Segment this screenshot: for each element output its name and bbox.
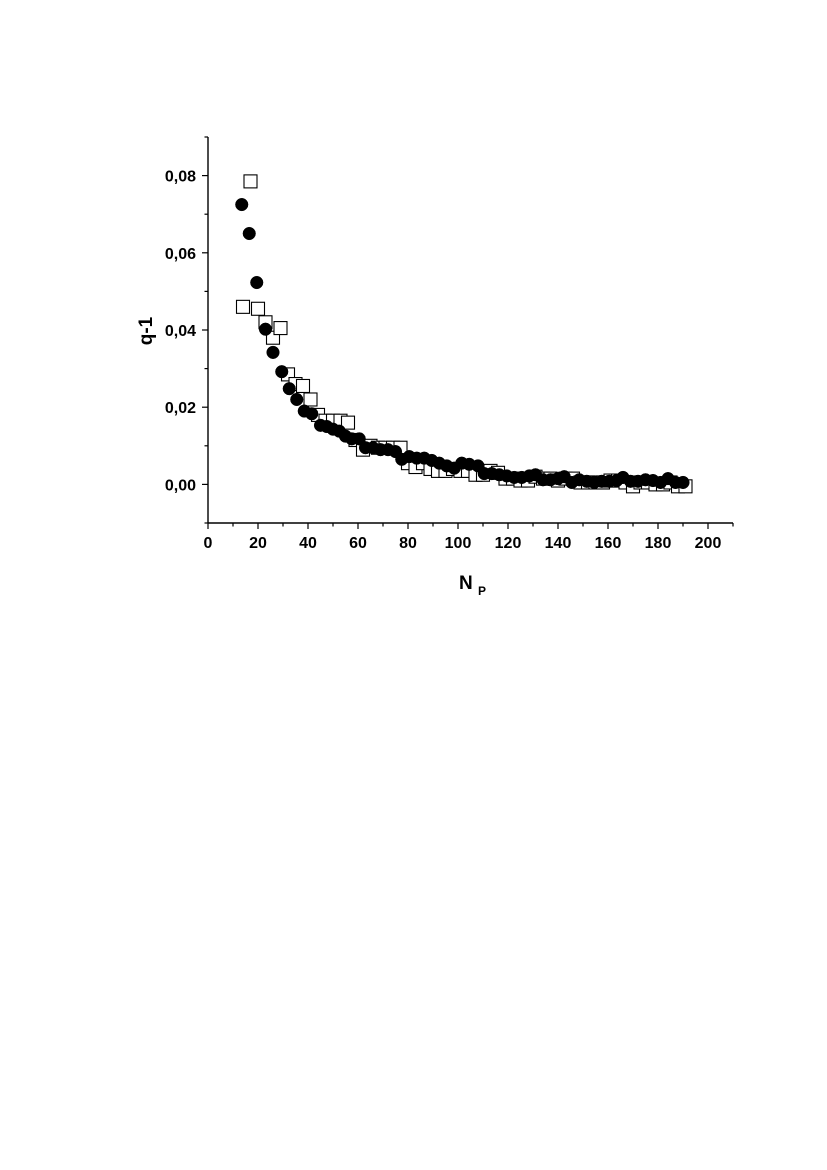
x-tick-label: 80 <box>399 535 417 552</box>
x-tick-label: 160 <box>595 535 622 552</box>
data-point-square <box>303 392 318 407</box>
y-tick-label: 0,06 <box>165 246 196 263</box>
y-axis-title: q-1 <box>136 316 157 345</box>
y-tick-label: 0,04 <box>165 323 196 340</box>
x-tick-label: 200 <box>695 535 722 552</box>
y-tick-label: 0,08 <box>165 169 196 186</box>
x-tick-label: 20 <box>249 535 267 552</box>
data-point-square <box>243 174 258 189</box>
y-tick-label: 0,02 <box>165 400 196 417</box>
x-tick-label: 140 <box>545 535 572 552</box>
axes: 0 20 40 60 80 100 120 140 160 180 200 0,00 0,02 0,04 0… <box>165 136 734 552</box>
data-point-circle <box>235 198 249 212</box>
x-axis-title-main: N <box>459 573 473 594</box>
data-point-circle <box>250 275 264 290</box>
plot-area <box>235 174 693 494</box>
data-point-square <box>295 378 311 394</box>
data-point-circle <box>266 345 280 359</box>
x-tick-label: 100 <box>445 535 472 552</box>
data-point-circle <box>242 226 256 241</box>
data-point-circle <box>258 322 273 336</box>
series-filled-circles <box>235 198 690 490</box>
x-axis-title-subscript: P <box>478 584 486 598</box>
x-tick-label: 120 <box>495 535 522 552</box>
data-point-square <box>340 415 356 430</box>
x-tick-label: 40 <box>299 535 317 552</box>
x-tick-label: 0 <box>204 535 213 552</box>
y-tick-label: 0,00 <box>165 477 196 494</box>
x-tick-label: 60 <box>349 535 367 552</box>
data-point-circle <box>275 365 289 379</box>
x-axis-title: N P <box>459 573 486 598</box>
data-point-circle <box>305 407 319 421</box>
data-point-circle <box>676 475 690 490</box>
axis-titles: N P q-1 <box>136 316 486 598</box>
data-point-square <box>273 321 288 336</box>
data-point-circle <box>290 392 304 407</box>
series-open-squares <box>235 174 693 494</box>
x-tick-label: 180 <box>645 535 672 552</box>
data-point-square <box>235 299 251 314</box>
data-point-circle <box>282 382 296 396</box>
data-point-square <box>250 301 266 316</box>
